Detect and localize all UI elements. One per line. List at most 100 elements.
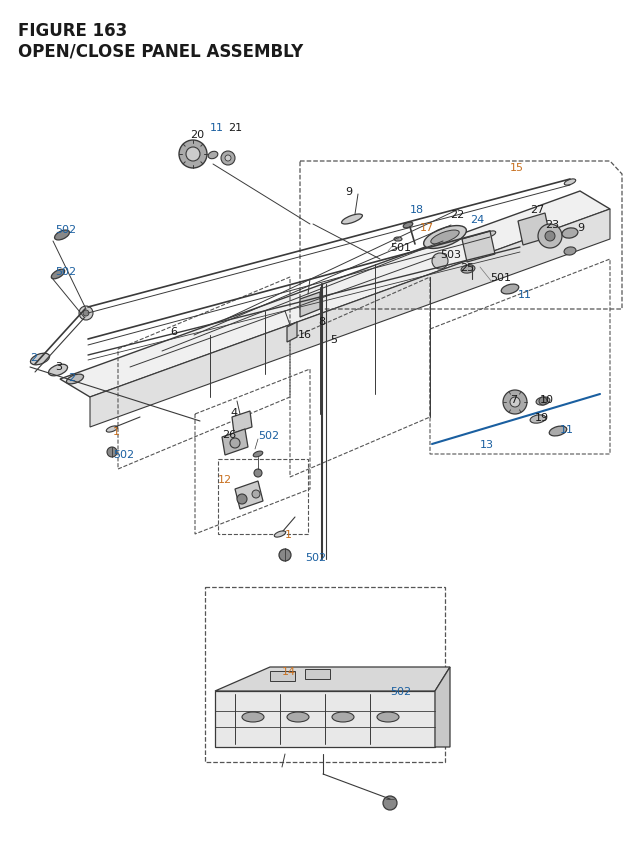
Ellipse shape (564, 248, 576, 256)
Text: 1: 1 (113, 426, 120, 437)
Circle shape (179, 141, 207, 169)
Text: 27: 27 (530, 205, 544, 214)
Polygon shape (287, 323, 297, 343)
Circle shape (432, 254, 448, 269)
Text: 26: 26 (222, 430, 236, 439)
Ellipse shape (332, 712, 354, 722)
Circle shape (221, 152, 235, 166)
Ellipse shape (530, 415, 546, 424)
Circle shape (225, 156, 231, 162)
Text: 5: 5 (330, 335, 337, 344)
Ellipse shape (564, 180, 576, 186)
Circle shape (510, 398, 520, 407)
Polygon shape (232, 412, 252, 433)
Text: 20: 20 (190, 130, 204, 139)
Text: 9: 9 (345, 187, 352, 197)
Ellipse shape (403, 223, 413, 229)
Text: 25: 25 (460, 263, 474, 273)
Polygon shape (270, 672, 295, 681)
Ellipse shape (484, 232, 496, 238)
Ellipse shape (208, 152, 218, 159)
Text: 2: 2 (30, 353, 37, 362)
Text: 1: 1 (285, 530, 292, 539)
Text: 503: 503 (440, 250, 461, 260)
Polygon shape (300, 293, 320, 318)
Ellipse shape (562, 229, 578, 238)
Circle shape (545, 232, 555, 242)
Ellipse shape (342, 214, 362, 225)
Ellipse shape (287, 712, 309, 722)
Bar (205, 587, 445, 762)
Text: 10: 10 (540, 394, 554, 405)
Text: 16: 16 (298, 330, 312, 339)
Text: 502: 502 (258, 430, 279, 441)
Ellipse shape (394, 238, 402, 242)
Text: 4: 4 (230, 407, 237, 418)
Ellipse shape (253, 451, 263, 457)
Polygon shape (305, 669, 330, 679)
Circle shape (186, 148, 200, 162)
Text: 7: 7 (510, 394, 517, 405)
Polygon shape (435, 667, 450, 747)
Text: 2: 2 (68, 373, 75, 382)
Circle shape (254, 469, 262, 478)
Text: 24: 24 (470, 214, 484, 225)
Ellipse shape (431, 231, 459, 245)
Ellipse shape (461, 265, 475, 274)
Polygon shape (90, 210, 610, 428)
Ellipse shape (424, 226, 467, 249)
Circle shape (383, 796, 397, 810)
Circle shape (230, 438, 240, 449)
Text: 11: 11 (560, 424, 574, 435)
Ellipse shape (54, 231, 70, 241)
Polygon shape (222, 430, 248, 455)
Circle shape (237, 494, 247, 505)
Ellipse shape (49, 365, 68, 376)
Text: 8: 8 (318, 317, 325, 326)
Text: 502: 502 (305, 553, 326, 562)
Bar (218, 460, 308, 535)
Text: 17: 17 (420, 223, 434, 232)
Text: 9: 9 (577, 223, 584, 232)
Ellipse shape (549, 426, 567, 437)
Ellipse shape (242, 712, 264, 722)
Text: 22: 22 (450, 210, 464, 220)
Text: 15: 15 (510, 163, 524, 173)
Circle shape (279, 549, 291, 561)
Ellipse shape (501, 285, 519, 294)
Polygon shape (235, 481, 263, 510)
Circle shape (503, 391, 527, 414)
Polygon shape (215, 691, 435, 747)
Text: 502: 502 (55, 267, 76, 276)
Polygon shape (60, 192, 610, 398)
Circle shape (252, 491, 260, 499)
Text: 11: 11 (210, 123, 224, 133)
Text: 11: 11 (518, 289, 532, 300)
Text: 19: 19 (535, 412, 549, 423)
Ellipse shape (31, 354, 49, 365)
Text: 501: 501 (490, 273, 511, 282)
Text: 23: 23 (545, 220, 559, 230)
Text: 502: 502 (113, 449, 134, 460)
Ellipse shape (377, 712, 399, 722)
Text: 12: 12 (218, 474, 232, 485)
Text: FIGURE 163: FIGURE 163 (18, 22, 127, 40)
Text: 502: 502 (390, 686, 411, 697)
Text: OPEN/CLOSE PANEL ASSEMBLY: OPEN/CLOSE PANEL ASSEMBLY (18, 42, 303, 60)
Circle shape (79, 307, 93, 320)
Polygon shape (215, 667, 450, 691)
Ellipse shape (275, 531, 285, 537)
Text: 13: 13 (480, 439, 494, 449)
Circle shape (539, 398, 547, 406)
Text: 21: 21 (228, 123, 242, 133)
Ellipse shape (536, 398, 550, 406)
Circle shape (538, 225, 562, 249)
Text: 14: 14 (282, 666, 296, 676)
Circle shape (107, 448, 117, 457)
Circle shape (83, 311, 89, 317)
Polygon shape (462, 232, 495, 263)
Text: 3: 3 (55, 362, 62, 372)
Ellipse shape (51, 269, 65, 280)
Ellipse shape (106, 426, 118, 432)
Ellipse shape (67, 375, 84, 384)
